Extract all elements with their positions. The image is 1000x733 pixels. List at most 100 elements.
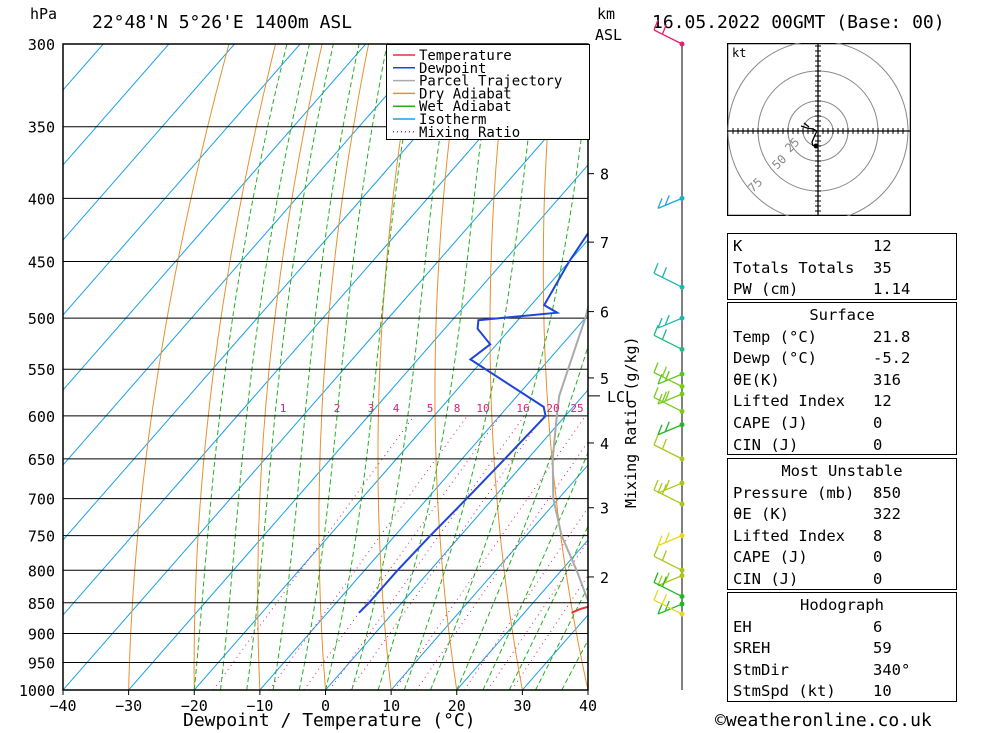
temperature-tick-label: 40 bbox=[579, 697, 597, 715]
index-label: CAPE (J) bbox=[733, 413, 808, 432]
mixing-ratio-line bbox=[349, 415, 544, 690]
index-label: CIN (J) bbox=[733, 569, 799, 588]
index-row: θE(K) 316 bbox=[728, 368, 956, 390]
isotherm-line bbox=[63, 44, 498, 541]
wind-barb bbox=[653, 387, 685, 414]
grid-lines bbox=[63, 44, 588, 690]
mixing-ratio-value: 20 bbox=[546, 402, 559, 415]
mixing-ratio-line bbox=[268, 415, 468, 690]
index-row: CAPE (J) 0 bbox=[728, 411, 956, 433]
wind-barb bbox=[657, 314, 685, 329]
index-row: Totals Totals 35 bbox=[728, 256, 956, 278]
wet-adiabat-line bbox=[377, 44, 494, 690]
hodograph-trace bbox=[800, 125, 818, 147]
temperature-tick-label: −10 bbox=[246, 697, 273, 715]
temperature-tick-label: 10 bbox=[382, 697, 400, 715]
index-value: 10 bbox=[873, 682, 892, 701]
index-value: 6 bbox=[873, 617, 883, 636]
legend-item: Dewpoint bbox=[419, 61, 486, 77]
index-value: 0 bbox=[873, 569, 883, 588]
pressure-tick-label: 550 bbox=[28, 361, 55, 379]
temperature-tick-label: 20 bbox=[448, 697, 466, 715]
mixing-ratio-value: 16 bbox=[516, 402, 529, 415]
height-tick-label: 8 bbox=[600, 166, 609, 184]
index-row: StmSpd (kt) 10 bbox=[728, 679, 956, 701]
index-value: 12 bbox=[873, 392, 892, 411]
wet-adiabat-line bbox=[508, 525, 588, 690]
index-value: -5.2 bbox=[873, 349, 911, 368]
plot-frame bbox=[62, 43, 589, 691]
pressure-tick-label: 300 bbox=[28, 36, 55, 54]
height-tick-label: 4 bbox=[600, 435, 609, 453]
profile-lines bbox=[358, 231, 588, 614]
legend-item: Isotherm bbox=[419, 112, 486, 128]
temperature-tick-label: 0 bbox=[321, 697, 330, 715]
wind-barb bbox=[657, 195, 685, 209]
pressure-tick-label: 350 bbox=[28, 119, 55, 137]
index-row: Temp (°C) 21.8 bbox=[728, 325, 956, 347]
wind-barb bbox=[653, 572, 685, 599]
index-row: EH 6 bbox=[728, 615, 956, 637]
pressure-unit-label: hPa bbox=[30, 5, 58, 23]
wet-adiabat-line bbox=[325, 44, 419, 690]
lcl-label: LCL bbox=[607, 388, 634, 406]
pressure-tick-label: 650 bbox=[28, 451, 55, 469]
location-title: 22°48'N 5°26'E 1400m ASL bbox=[92, 12, 353, 33]
copyright-link[interactable]: ©weatheronline.co.uk bbox=[715, 710, 932, 731]
index-label: θE (K) bbox=[733, 505, 789, 524]
isotherm-line bbox=[259, 314, 588, 690]
index-value: 21.8 bbox=[873, 327, 911, 346]
isotherm-line bbox=[390, 464, 588, 690]
wind-barb bbox=[653, 19, 685, 47]
pressure-tick-label: 850 bbox=[28, 595, 55, 613]
mixing-ratio-line bbox=[511, 574, 588, 690]
wind-barb bbox=[657, 532, 685, 547]
index-value: 850 bbox=[873, 483, 901, 502]
height-tick-label: 3 bbox=[600, 500, 609, 518]
pressure-tick-label: 400 bbox=[28, 190, 55, 208]
isotherm-line bbox=[63, 44, 367, 391]
wind-barb bbox=[653, 325, 685, 352]
isotherm-line bbox=[63, 44, 235, 241]
index-label: Lifted Index bbox=[733, 526, 845, 545]
height-tick-label: 5 bbox=[600, 370, 609, 388]
isotherm-line bbox=[63, 44, 432, 466]
isotherm-line bbox=[63, 89, 588, 690]
index-label: EH bbox=[733, 617, 752, 636]
dry-adiabat-line bbox=[193, 44, 276, 690]
pressure-tick-label: 500 bbox=[28, 310, 55, 328]
index-label: Dewp (°C) bbox=[733, 349, 817, 368]
index-row: StmDir 340° bbox=[728, 658, 956, 680]
index-row: SREH 59 bbox=[728, 636, 956, 658]
index-label: Temp (°C) bbox=[733, 327, 817, 346]
mixing-ratio-value: 3 bbox=[368, 402, 375, 415]
mixing-ratio-value: 4 bbox=[393, 402, 400, 415]
mixing-ratio-value: 5 bbox=[427, 402, 434, 415]
index-value: 0 bbox=[873, 548, 883, 567]
indices-surface: Surface Temp (°C) 21.8 Dewp (°C) -5.2 θE(K… bbox=[727, 302, 957, 456]
index-value: 8 bbox=[873, 526, 883, 545]
mixing-ratio-value: 2 bbox=[334, 402, 341, 415]
temperature-tick-label: −20 bbox=[181, 697, 208, 715]
index-value: 340° bbox=[873, 660, 911, 679]
index-row: PW (cm) 1.14 bbox=[728, 277, 956, 299]
pressure-tick-label: 700 bbox=[28, 491, 55, 509]
index-label: StmSpd (kt) bbox=[733, 682, 836, 701]
index-label: Totals Totals bbox=[733, 258, 855, 277]
pressure-tick-label: 900 bbox=[28, 625, 55, 643]
index-row: Pressure (mb) 850 bbox=[728, 481, 956, 503]
index-value: 59 bbox=[873, 639, 892, 658]
storm-motion-marker bbox=[813, 143, 819, 149]
index-label: StmDir bbox=[733, 660, 789, 679]
index-label: K bbox=[733, 237, 743, 255]
parcel-trajectory-line bbox=[551, 303, 588, 604]
index-row: Lifted Index 12 bbox=[728, 389, 956, 411]
isotherm-line bbox=[128, 164, 588, 690]
wind-barb bbox=[657, 370, 685, 385]
pressure-tick-label: 450 bbox=[28, 254, 55, 272]
mixing-ratio-line bbox=[212, 415, 415, 690]
temperature-line bbox=[571, 599, 588, 614]
wind-barb bbox=[657, 421, 685, 436]
